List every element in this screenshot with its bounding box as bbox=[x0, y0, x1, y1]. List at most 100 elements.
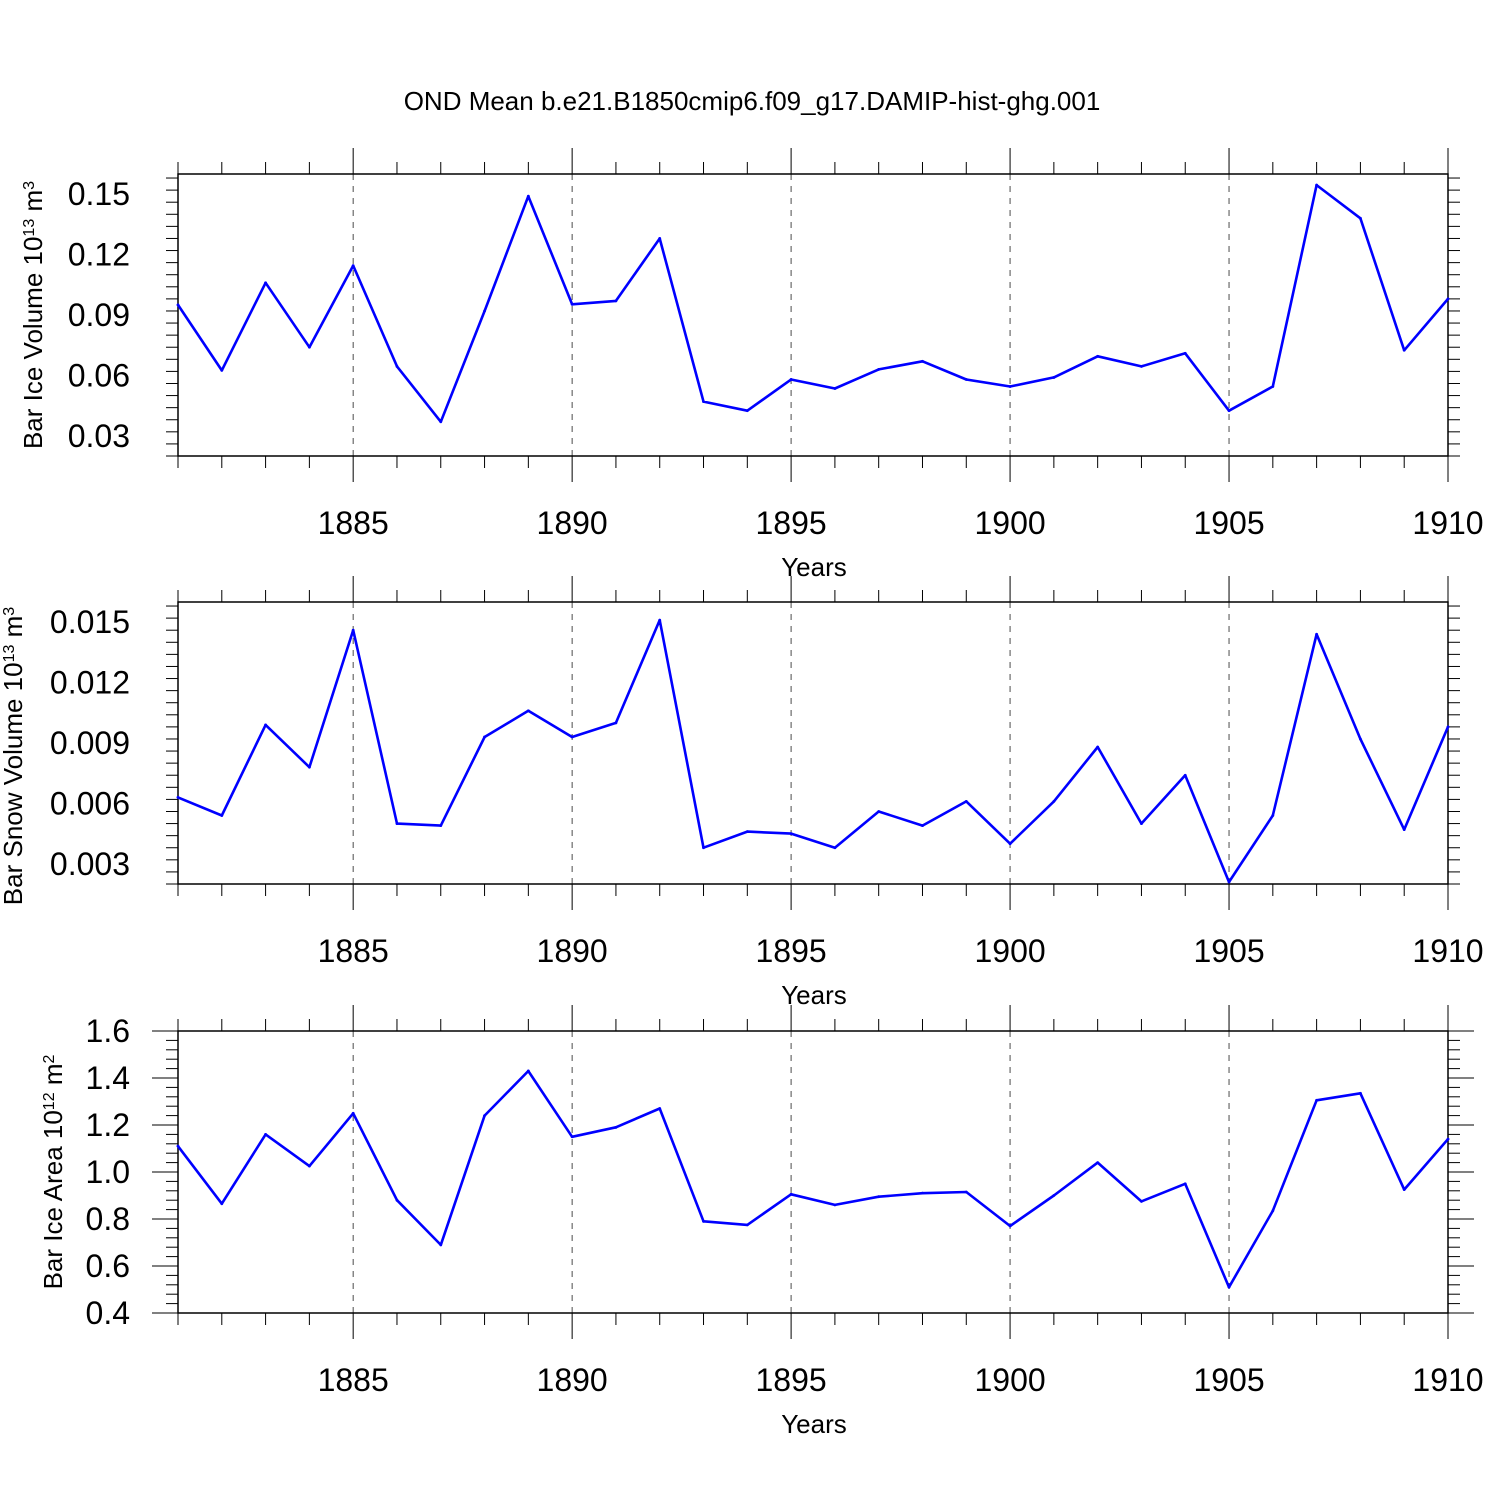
y-tick-label: 1.4 bbox=[86, 1060, 130, 1096]
y-tick-label: 0.12 bbox=[68, 237, 130, 273]
x-tick-label: 1910 bbox=[1412, 933, 1483, 969]
data-point bbox=[1315, 183, 1319, 187]
data-point bbox=[614, 1125, 618, 1129]
data-point bbox=[395, 364, 399, 368]
data-point bbox=[1008, 842, 1012, 846]
figure-title: OND Mean b.e21.B1850cmip6.f09_g17.DAMIP-… bbox=[404, 86, 1101, 116]
data-point bbox=[264, 723, 267, 727]
y-tick-label: 0.003 bbox=[50, 846, 130, 882]
data-point bbox=[658, 237, 662, 240]
data-point bbox=[483, 735, 486, 739]
panel-2-y-tick-labels: 0.003 0.006 0.009 0.012 0.015 bbox=[50, 604, 130, 882]
data-point bbox=[176, 795, 180, 799]
y-tick-label: 0.009 bbox=[50, 725, 130, 761]
data-point bbox=[439, 420, 443, 424]
data-point bbox=[395, 1198, 399, 1202]
panel-3-y-tick-labels: 0.4 0.6 0.8 1.0 1.2 1.4 1.6 bbox=[86, 1013, 130, 1331]
data-point bbox=[921, 1191, 924, 1195]
x-tick-label: 1890 bbox=[537, 1362, 608, 1398]
data-point bbox=[702, 400, 705, 404]
data-point bbox=[614, 299, 618, 303]
data-point bbox=[877, 1195, 881, 1199]
data-point bbox=[1315, 632, 1319, 636]
panel-2-x-tick-labels: 1885 1890 1895 1900 1905 1910 bbox=[318, 933, 1484, 969]
panel-1-y-axis-label: Bar Ice Volume 1013 m3 bbox=[18, 181, 48, 449]
x-tick-label: 1895 bbox=[756, 1362, 827, 1398]
data-point bbox=[439, 1243, 443, 1247]
data-point bbox=[307, 1164, 311, 1168]
series-line bbox=[176, 183, 1450, 424]
data-point bbox=[789, 378, 793, 381]
y-tick-label: 1.6 bbox=[86, 1013, 130, 1049]
data-point bbox=[264, 281, 267, 285]
y-tick-label: 0.012 bbox=[50, 665, 130, 701]
panel-snow-volume: 0.003 0.006 0.009 0.012 0.015 1885 1890 1895 19… bbox=[0, 576, 1484, 1010]
panel-1-x-tick-labels: 1885 1890 1895 1900 1905 1910 bbox=[318, 505, 1484, 541]
y-tick-label: 0.015 bbox=[50, 604, 130, 640]
data-point bbox=[1446, 1137, 1450, 1141]
data-point bbox=[220, 1202, 224, 1206]
data-point bbox=[1402, 828, 1406, 832]
data-point bbox=[921, 824, 924, 827]
data-point bbox=[789, 832, 793, 836]
x-tick-label: 1885 bbox=[318, 1362, 389, 1398]
data-point bbox=[1096, 745, 1100, 749]
data-point bbox=[833, 387, 837, 390]
data-point bbox=[351, 1111, 355, 1115]
data-point bbox=[483, 309, 486, 313]
panel-2-y-axis-label: Bar Snow Volume 1013 m3 bbox=[0, 607, 28, 906]
panel-3-series bbox=[176, 1069, 1450, 1289]
data-point bbox=[1052, 1194, 1056, 1197]
x-tick-label: 1895 bbox=[756, 505, 827, 541]
data-point bbox=[745, 1223, 749, 1227]
y-tick-label: 0.03 bbox=[68, 418, 130, 454]
data-point bbox=[1359, 737, 1362, 741]
data-point bbox=[176, 1144, 180, 1148]
data-point bbox=[1052, 800, 1056, 803]
data-point bbox=[220, 368, 224, 372]
data-point bbox=[526, 194, 530, 198]
y-tick-label: 0.8 bbox=[86, 1201, 130, 1237]
data-point bbox=[1183, 351, 1187, 355]
y-tick-label: 0.06 bbox=[68, 357, 130, 393]
y-tick-label: 0.4 bbox=[86, 1295, 130, 1331]
data-point bbox=[1402, 348, 1406, 352]
x-tick-label: 1890 bbox=[537, 933, 608, 969]
panel-ice-volume: 0.03 0.06 0.09 0.12 0.15 1885 1890 1895 1900 190… bbox=[18, 148, 1484, 582]
data-point bbox=[1183, 1182, 1187, 1186]
data-point bbox=[1359, 1091, 1362, 1095]
data-point bbox=[1227, 880, 1231, 884]
data-point bbox=[1096, 354, 1100, 358]
x-tick-label: 1900 bbox=[974, 1362, 1045, 1398]
data-point bbox=[1140, 1199, 1143, 1203]
data-point bbox=[614, 721, 618, 725]
panel-1-gridlines bbox=[352, 174, 1230, 456]
data-point bbox=[1008, 1224, 1012, 1228]
data-point bbox=[439, 824, 443, 827]
data-point bbox=[526, 709, 530, 713]
data-point bbox=[745, 409, 749, 413]
y-tick-label: 1.0 bbox=[86, 1154, 130, 1190]
x-tick-label: 1905 bbox=[1193, 933, 1264, 969]
data-point bbox=[1271, 814, 1275, 817]
y-tick-label: 0.6 bbox=[86, 1248, 130, 1284]
data-point bbox=[1402, 1188, 1406, 1192]
data-point bbox=[1446, 725, 1450, 729]
panel-1-plot-frame bbox=[177, 173, 1449, 457]
panel-2-gridlines bbox=[352, 602, 1230, 884]
data-point bbox=[877, 810, 881, 813]
y-tick-label: 0.15 bbox=[68, 176, 130, 212]
panel-3-plot-frame bbox=[177, 1030, 1449, 1314]
x-tick-label: 1905 bbox=[1193, 505, 1264, 541]
data-point bbox=[483, 1114, 486, 1117]
data-point bbox=[789, 1192, 793, 1196]
data-point bbox=[1183, 773, 1187, 777]
y-tick-label: 0.09 bbox=[68, 297, 130, 333]
x-tick-label: 1885 bbox=[318, 505, 389, 541]
data-point bbox=[1271, 1209, 1275, 1213]
data-point bbox=[1140, 822, 1143, 825]
x-tick-label: 1900 bbox=[974, 933, 1045, 969]
panel-1-y-tick-labels: 0.03 0.06 0.09 0.12 0.15 bbox=[68, 176, 130, 454]
data-point bbox=[1359, 216, 1362, 220]
